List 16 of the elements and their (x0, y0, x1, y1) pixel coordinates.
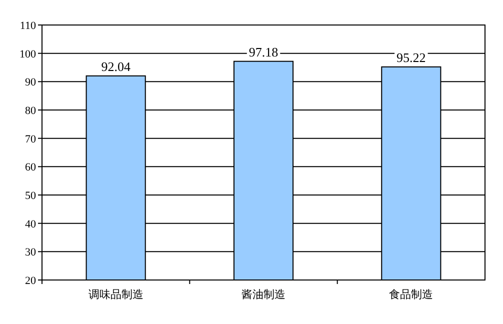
y-tick-label: 110 (20, 20, 36, 32)
data-label: 95.22 (396, 50, 426, 65)
data-label: 92.04 (101, 58, 131, 74)
x-tick-label: 调味品制造 (88, 288, 144, 301)
y-tick-label: 30 (25, 246, 36, 259)
y-tick-label: 90 (25, 76, 36, 89)
y-tick-label: 50 (25, 190, 36, 202)
y-tick-label: 70 (25, 133, 36, 146)
y-tick-label: 40 (25, 218, 36, 230)
y-tick-label: 60 (25, 162, 36, 174)
y-tick-label: 100 (20, 48, 36, 60)
x-tick-label: 酱油制造 (242, 288, 286, 301)
y-tick-label: 20 (25, 275, 36, 287)
x-tick-label: 食品制造 (389, 288, 434, 301)
data-label: 97.18 (248, 44, 278, 60)
y-tick-label: 80 (25, 105, 36, 117)
